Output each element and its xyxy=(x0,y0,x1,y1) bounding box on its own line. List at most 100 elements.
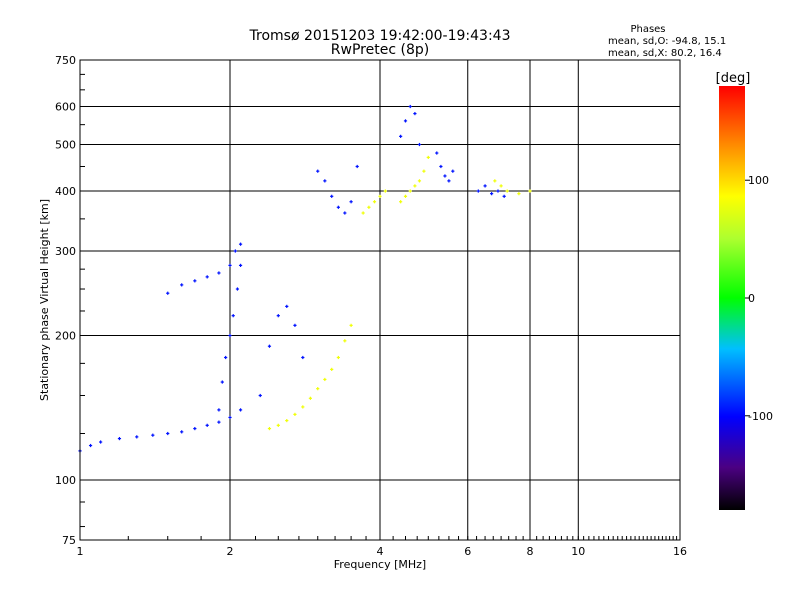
data-point xyxy=(316,387,320,391)
data-point xyxy=(228,333,232,338)
data-point xyxy=(439,164,443,169)
data-point xyxy=(205,423,209,427)
data-point xyxy=(451,169,455,173)
data-point xyxy=(413,111,417,116)
data-point xyxy=(316,169,320,173)
data-point xyxy=(496,189,500,193)
data-point xyxy=(217,420,221,424)
data-point xyxy=(117,436,122,441)
data-point xyxy=(443,174,447,178)
data-point xyxy=(99,440,103,444)
x-tick-label: 16 xyxy=(673,545,687,558)
y-axis-ticks: 75 100 200 300 400 500 600 750 xyxy=(55,54,85,547)
data-point xyxy=(490,192,494,196)
colorbar-tick-label: 0 xyxy=(748,292,755,305)
data-point xyxy=(403,119,408,123)
data-point xyxy=(517,192,521,196)
data-point xyxy=(323,377,327,382)
data-point xyxy=(367,205,371,209)
colorbar-tick-label: -100 xyxy=(748,410,773,423)
data-point xyxy=(293,412,297,416)
data-point xyxy=(285,418,289,423)
y-tick-label: 600 xyxy=(55,101,76,114)
data-point xyxy=(293,323,297,327)
x-tick-label: 6 xyxy=(464,545,471,558)
data-point xyxy=(372,200,377,204)
data-point xyxy=(349,200,353,204)
data-point xyxy=(193,426,197,431)
x-axis-ticks: 1 2 4 6 8 10 16 xyxy=(77,536,687,558)
x-tick-label: 4 xyxy=(377,545,384,558)
data-point xyxy=(180,283,184,287)
stats-x-line: mean, sd,X: 80.2, 16.4 xyxy=(608,48,722,59)
data-point xyxy=(224,355,228,360)
data-point xyxy=(267,426,272,431)
data-point xyxy=(408,189,412,193)
data-point xyxy=(361,211,365,215)
y-tick-label: 500 xyxy=(55,139,76,152)
data-point xyxy=(505,189,509,193)
data-point xyxy=(403,194,408,198)
data-point xyxy=(349,323,353,327)
data-point xyxy=(205,275,209,279)
y-tick-label: 200 xyxy=(55,330,76,343)
x-axis-label: Frequency [MHz] xyxy=(334,558,426,571)
data-point xyxy=(276,423,280,427)
x-tick-label: 8 xyxy=(527,545,534,558)
data-point xyxy=(231,314,235,318)
y-axis-label: Stationary phase Virtual Height [km] xyxy=(38,199,51,401)
data-point xyxy=(426,155,430,160)
data-point xyxy=(483,184,487,188)
x-tick-label: 1 xyxy=(77,545,84,558)
data-point xyxy=(343,211,347,215)
data-point xyxy=(417,179,422,183)
y-tick-label: 400 xyxy=(55,185,76,198)
data-point xyxy=(417,142,422,147)
data-point xyxy=(476,189,480,193)
data-point xyxy=(233,249,237,253)
data-point xyxy=(330,194,334,198)
data-point xyxy=(408,104,412,109)
data-point xyxy=(378,194,382,198)
data-point xyxy=(238,408,243,412)
data-point xyxy=(499,184,503,188)
y-tick-label: 300 xyxy=(55,245,76,258)
data-point xyxy=(267,344,272,348)
data-point xyxy=(88,443,93,448)
data-point xyxy=(166,291,170,295)
data-point xyxy=(228,263,232,267)
y-tick-label: 750 xyxy=(55,54,76,67)
data-point xyxy=(166,431,170,436)
data-point xyxy=(399,200,403,204)
x-tick-label: 2 xyxy=(227,545,234,558)
data-point xyxy=(217,271,221,275)
data-point xyxy=(258,393,262,398)
y-tick-label: 100 xyxy=(55,474,76,487)
data-point xyxy=(238,263,243,267)
data-point xyxy=(383,189,387,193)
data-point xyxy=(228,415,232,420)
data-point xyxy=(343,339,347,343)
stats-header: Phases xyxy=(630,24,665,35)
chart-subtitle: RwPretec (8p) xyxy=(331,42,429,58)
data-point xyxy=(193,279,197,283)
data-point xyxy=(502,194,506,198)
data-point xyxy=(323,179,327,183)
y-tick-label: 75 xyxy=(62,534,76,547)
data-point xyxy=(135,435,139,439)
colorbar-label: [deg] xyxy=(716,71,751,86)
data-point xyxy=(276,314,280,318)
data-point xyxy=(235,287,240,291)
data-point xyxy=(435,151,439,155)
data-point xyxy=(151,433,155,437)
data-point xyxy=(217,408,221,412)
data-point xyxy=(308,396,313,400)
data-point xyxy=(330,367,334,372)
x-tick-label: 10 xyxy=(571,545,585,558)
data-point xyxy=(528,189,532,193)
data-point xyxy=(493,179,497,183)
colorbar-ticks: 100 0 -100 xyxy=(745,174,773,423)
grid-lines xyxy=(79,59,681,541)
